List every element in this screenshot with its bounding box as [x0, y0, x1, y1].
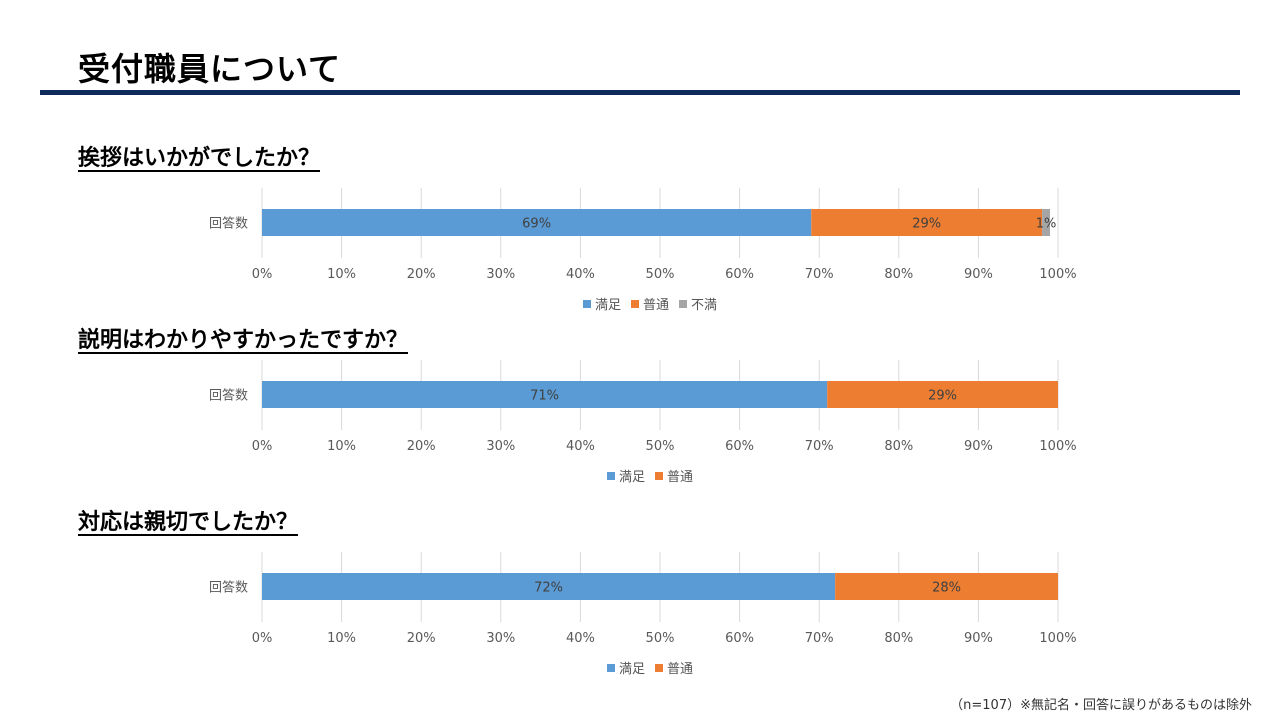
- legend-label: 満足: [618, 662, 645, 677]
- category-label: 回答数: [209, 580, 248, 596]
- x-tick-label: 50%: [646, 631, 675, 646]
- legend-item: 不満: [679, 294, 717, 313]
- legend-item: 普通: [655, 466, 693, 485]
- legend-swatch: [582, 299, 591, 308]
- x-tick-label: 50%: [646, 267, 675, 282]
- chart-explanation-legend: 満足 普通: [200, 466, 1100, 485]
- chart-greeting: 0% 10% 20% 30% 40% 50% 60% 70% 80% 90% 100% 回答数 69% 2…: [200, 180, 1100, 330]
- legend-label: 満足: [618, 470, 645, 485]
- chart-greeting-legend: 満足 普通 不満: [200, 294, 1100, 313]
- data-label: 29%: [928, 389, 957, 404]
- data-label: 69%: [522, 217, 551, 232]
- data-label: 28%: [932, 581, 961, 596]
- category-label: 回答数: [209, 388, 248, 404]
- x-tick-label: 80%: [884, 439, 913, 454]
- x-tick-label: 90%: [964, 631, 993, 646]
- legend-swatch: [679, 299, 687, 308]
- question-explanation: 説明はわかりやすかったですか？: [78, 328, 409, 353]
- bar-普通: [811, 209, 1043, 236]
- x-tick-label: 0%: [252, 267, 273, 282]
- x-tick-label: 0%: [252, 439, 273, 454]
- legend-swatch: [606, 471, 615, 480]
- legend-swatch: [606, 663, 615, 672]
- legend-swatch: [655, 663, 663, 672]
- x-tick-label: 80%: [884, 631, 913, 646]
- x-tick-label: 90%: [964, 439, 993, 454]
- legend-item: 普通: [630, 294, 669, 313]
- x-tick-label: 60%: [725, 631, 754, 646]
- legend-label: 普通: [667, 662, 694, 677]
- legend-label: 満足: [594, 298, 621, 313]
- legend-label: 普通: [642, 298, 669, 313]
- slide-title: 受付職員について: [78, 50, 342, 88]
- question-greeting: 挨拶はいかがでしたか？: [78, 146, 321, 171]
- chart-kindness-plot: 0% 10% 20% 30% 40% 50% 60% 70% 80% 90% 100% 回答数 72% 2…: [209, 552, 1077, 646]
- x-tick-label: 20%: [407, 267, 436, 282]
- x-tick-label: 100%: [1039, 267, 1076, 282]
- question-kindness: 対応は親切でしたか？: [78, 510, 299, 535]
- x-tick-label: 40%: [566, 631, 595, 646]
- x-tick-label: 60%: [725, 439, 754, 454]
- bar-普通: [835, 573, 1058, 600]
- legend-swatch: [655, 471, 663, 480]
- x-tick-label: 80%: [884, 267, 913, 282]
- category-label: 回答数: [209, 216, 248, 232]
- x-tick-label: 70%: [805, 439, 834, 454]
- x-tick-label: 100%: [1039, 631, 1076, 646]
- legend-item: 満足: [582, 294, 621, 313]
- legend-item: 満足: [606, 658, 645, 677]
- chart-kindness-legend: 満足 普通: [200, 658, 1100, 677]
- x-tick-label: 40%: [566, 439, 595, 454]
- x-tick-label: 20%: [407, 631, 436, 646]
- x-tick-label: 10%: [327, 631, 356, 646]
- x-tick-label: 100%: [1039, 439, 1076, 454]
- x-tick-label: 50%: [646, 439, 675, 454]
- bar-満足: [262, 209, 812, 236]
- data-label: 72%: [534, 581, 563, 596]
- legend-item: 満足: [606, 466, 645, 485]
- legend-label: 不満: [691, 298, 718, 313]
- data-label: 71%: [530, 389, 559, 404]
- bar-満足: [262, 573, 836, 600]
- x-tick-label: 30%: [486, 439, 515, 454]
- chart-greeting-plot: 0% 10% 20% 30% 40% 50% 60% 70% 80% 90% 100% 回答数 69% 2…: [209, 188, 1077, 282]
- footnote: （n=107）※無記名・回答に誤りがあるものは除外: [950, 698, 1252, 713]
- x-tick-label: 20%: [407, 439, 436, 454]
- x-tick-label: 60%: [725, 267, 754, 282]
- x-tick-label: 0%: [252, 631, 273, 646]
- data-label: 29%: [912, 217, 941, 232]
- data-label: 1%: [1036, 217, 1057, 232]
- x-tick-label: 30%: [486, 267, 515, 282]
- legend-swatch: [630, 299, 639, 308]
- x-tick-label: 40%: [566, 267, 595, 282]
- chart-explanation-plot: 0% 10% 20% 30% 40% 50% 60% 70% 80% 90% 100% 回答数 71% 2…: [209, 360, 1077, 454]
- legend-label: 普通: [667, 470, 694, 485]
- bar-不満: [1042, 209, 1051, 236]
- x-tick-label: 90%: [964, 267, 993, 282]
- x-tick-label: 70%: [805, 631, 834, 646]
- chart-explanation: 0% 10% 20% 30% 40% 50% 60% 70% 80% 90% 100% 回答数 71% 2…: [200, 352, 1100, 502]
- x-tick-label: 10%: [327, 267, 356, 282]
- bar-普通: [827, 381, 1058, 408]
- legend-item: 普通: [655, 658, 693, 677]
- title-rule: [40, 90, 1240, 95]
- x-tick-label: 30%: [486, 631, 515, 646]
- x-tick-label: 70%: [805, 267, 834, 282]
- bar-満足: [262, 381, 828, 408]
- chart-kindness: 0% 10% 20% 30% 40% 50% 60% 70% 80% 90% 100% 回答数 72% 2…: [200, 544, 1100, 694]
- x-tick-label: 10%: [327, 439, 356, 454]
